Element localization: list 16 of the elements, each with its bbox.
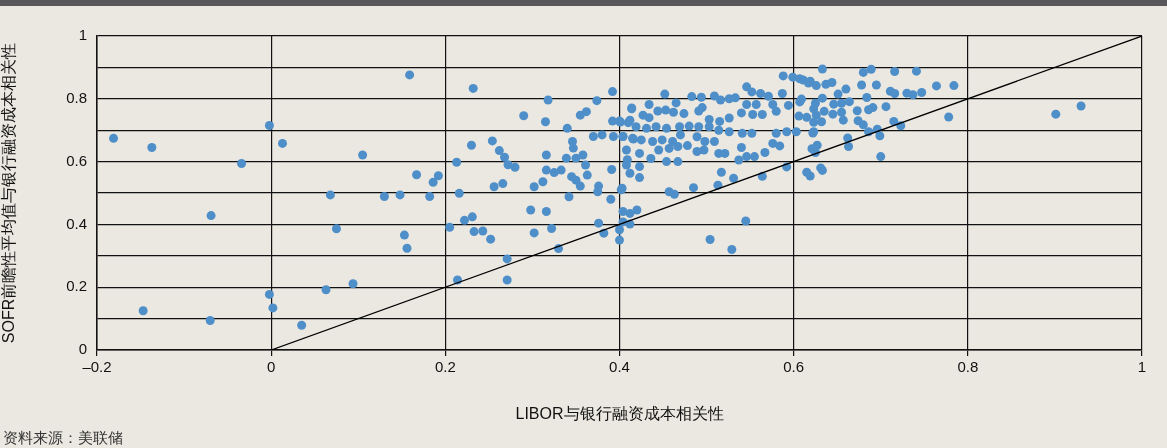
- y-tick-label: 0.4: [66, 214, 87, 232]
- text: 资料来源：美联储: [3, 429, 123, 446]
- x-tick-label: –0.2: [82, 358, 112, 376]
- y-tick-label: 1: [78, 26, 87, 44]
- x-tick-label: 1: [1137, 358, 1147, 376]
- y-tick-label: 0.2: [66, 277, 87, 295]
- x-tick-label: 0.2: [434, 358, 456, 376]
- x-tick-label: 0.8: [957, 358, 979, 376]
- y-tick-label: 0.6: [66, 151, 87, 169]
- y-axis-title: SOFR前瞻性平均值与银行融资成本相关性: [0, 42, 18, 344]
- y-tick-label: 0.8: [66, 88, 87, 106]
- x-tick-label: 0.6: [783, 358, 805, 376]
- x-axis-title: LIBOR与银行融资成本相关性: [515, 404, 724, 422]
- y-tick-label: 0: [78, 340, 87, 358]
- x-tick-label: 0: [266, 358, 276, 376]
- x-tick-label: 0.4: [609, 358, 630, 376]
